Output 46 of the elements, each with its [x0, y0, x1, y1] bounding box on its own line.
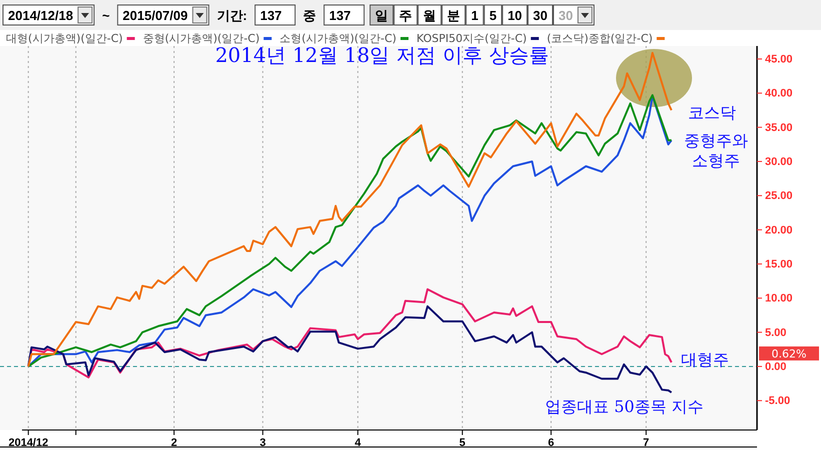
text: 0.62% [772, 347, 806, 360]
y-tick-label: -5.00 [765, 395, 790, 408]
text: 월 [423, 8, 436, 23]
y-tick-label: 10.00 [765, 292, 793, 305]
line-series [27, 305, 672, 394]
text: 중 [303, 8, 316, 23]
text: 2015/07/09 [122, 8, 188, 23]
text: 분 [447, 8, 460, 23]
x-tick-label: 7 [643, 436, 650, 449]
y-tick-label: 25.00 [765, 190, 793, 202]
legend-label: (코스닥)종합(일간-C) [546, 32, 653, 45]
legend-label: 소형(시가총액)(일간-C) [280, 32, 396, 45]
y-tick-label: 35.00 [765, 122, 793, 134]
text: 2014/12/18 [8, 8, 74, 23]
annotation: 대형주 [681, 350, 729, 369]
y-tick-label: 0.00 [765, 360, 786, 373]
text: ~ [102, 8, 110, 23]
annotation: 중형주와 소형주 [684, 131, 748, 170]
y-tick-label: 40.00 [765, 88, 793, 100]
x-tick-label: 2014/12 [8, 436, 48, 449]
y-tick-label: 15.00 [765, 258, 793, 270]
text: 10 [508, 8, 522, 23]
y-tick-label: 5.00 [765, 326, 786, 339]
text: 주 [399, 8, 412, 23]
chart-title: 2014년 12월 18일 저점 이후 상승률 [215, 43, 549, 67]
x-tick-label: 5 [459, 436, 466, 449]
annotation: 코스닥 [688, 103, 736, 122]
text: 30 [558, 8, 573, 23]
legend-label: 대형(시가총액)(일간-C) [6, 32, 123, 45]
text: 일 [375, 8, 388, 23]
text: 137 [329, 8, 351, 23]
y-tick-label: 30.00 [765, 156, 793, 168]
text: 기간: [216, 8, 248, 23]
x-tick-label: 4 [354, 436, 362, 449]
legend-label: KOSPI50지수(일간-C) [416, 32, 527, 45]
text: 137 [260, 8, 282, 23]
legend-label: 중형(시가총액)(일간-C) [142, 32, 260, 45]
text: 30 [533, 8, 548, 23]
x-tick-label: 2 [171, 436, 178, 449]
text: 5 [489, 8, 497, 23]
y-tick-label: 20.00 [765, 224, 793, 236]
annotation: 업종대표 50종목 지수 [545, 397, 704, 416]
y-tick-label: 45.00 [765, 54, 793, 66]
text: 1 [471, 8, 478, 23]
x-tick-label: 6 [548, 436, 554, 449]
x-tick-label: 3 [260, 436, 266, 449]
